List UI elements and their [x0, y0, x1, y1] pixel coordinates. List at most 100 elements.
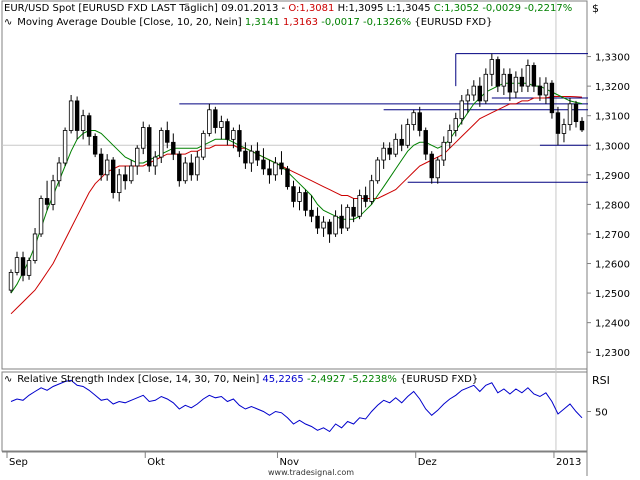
candle: [74, 96, 80, 140]
candle-body: [399, 138, 404, 146]
candle: [213, 106, 218, 134]
candle-body: [237, 130, 242, 152]
candle: [333, 210, 338, 237]
candle: [459, 95, 464, 125]
candle: [537, 77, 543, 101]
candle: [177, 151, 182, 187]
candle-body: [20, 257, 26, 276]
price-ytick-label: 1,2300: [595, 348, 630, 359]
candle-body: [531, 65, 537, 87]
rsi-icon: ∿: [4, 374, 13, 385]
candle: [525, 59, 531, 93]
candle: [86, 112, 92, 146]
candle-body: [261, 159, 266, 170]
candle-body: [387, 147, 392, 155]
candle: [345, 204, 350, 231]
candle: [303, 189, 308, 217]
x-tick-label: Okt: [147, 457, 165, 468]
price-ytick-label: 1,3300: [595, 53, 630, 64]
candle-body: [38, 198, 44, 235]
candle-body: [56, 162, 62, 182]
candle-body: [135, 147, 140, 167]
candle-body: [297, 192, 302, 202]
candle: [315, 207, 320, 234]
candle: [141, 121, 146, 155]
high-value: H:1,3095: [337, 3, 384, 14]
candle: [14, 251, 20, 276]
candle: [507, 68, 513, 101]
candle: [327, 219, 332, 243]
candle-body: [255, 150, 260, 161]
candle: [417, 106, 422, 137]
candle: [375, 157, 380, 184]
candle-body: [80, 115, 86, 131]
watermark: www.tradesignal.com: [268, 468, 355, 477]
candle-body: [351, 206, 356, 217]
candle: [279, 151, 284, 175]
close-value: C:1,3052: [433, 3, 480, 14]
candle: [123, 165, 128, 190]
candle: [38, 195, 44, 237]
candle: [225, 118, 230, 146]
candle: [321, 216, 326, 237]
candle: [255, 142, 260, 166]
candle-body: [26, 260, 32, 276]
rsi-line: [10, 379, 583, 433]
price-ytick-label: 1,2800: [595, 200, 630, 211]
candle: [291, 180, 296, 208]
rsi-change-pct: -5,2238%: [348, 374, 397, 385]
candle-body: [92, 135, 98, 155]
candle-body: [195, 156, 200, 176]
candle-body: [110, 159, 116, 193]
candle: [80, 109, 86, 140]
candle-body: [86, 115, 92, 137]
candle: [219, 115, 224, 140]
candle-body: [116, 174, 122, 193]
rsi-source: {EURUSD FXD}: [400, 374, 479, 385]
candle: [381, 142, 386, 169]
candle-body: [327, 221, 332, 235]
candle: [231, 127, 236, 149]
candle: [243, 142, 248, 169]
candle-body: [123, 174, 128, 182]
rsi-value: 45,2265: [262, 374, 304, 385]
candle: [171, 133, 176, 161]
candle-body: [147, 127, 152, 167]
candle-body: [153, 156, 158, 167]
candle-body: [104, 159, 110, 176]
candle: [339, 204, 344, 234]
candle: [399, 124, 404, 152]
candle: [195, 151, 200, 181]
candle: [549, 80, 555, 119]
candle: [405, 118, 410, 149]
candle-body: [369, 180, 374, 202]
candle: [237, 124, 242, 158]
currency-label: $: [592, 2, 599, 15]
candle: [483, 68, 489, 104]
candle: [555, 106, 561, 146]
candle: [20, 251, 26, 282]
x-tick-label: Sep: [9, 457, 28, 468]
candle-body: [309, 209, 314, 217]
open-value: O:1,3081: [288, 3, 335, 14]
candle-body: [447, 130, 452, 143]
change-pct-value: -0,2217%: [524, 3, 573, 14]
candle-body: [201, 133, 206, 158]
symbol-label: EUR/USD Spot [EURUSD FXD LAST Täglich] 0…: [4, 3, 279, 14]
candle-body: [483, 73, 489, 102]
candle-body: [267, 168, 272, 176]
ma-source: {EURUSD FXD}: [414, 17, 493, 28]
candle-body: [555, 112, 561, 134]
candle-body: [405, 124, 410, 146]
candle: [471, 80, 477, 101]
candle: [165, 121, 170, 149]
candle-body: [219, 121, 224, 128]
candle-body: [74, 100, 80, 131]
candle-body: [273, 162, 278, 176]
candle: [441, 136, 446, 166]
candle-body: [159, 130, 164, 158]
candle: [501, 68, 507, 95]
candle-body: [315, 215, 320, 229]
candle-body: [171, 141, 176, 155]
